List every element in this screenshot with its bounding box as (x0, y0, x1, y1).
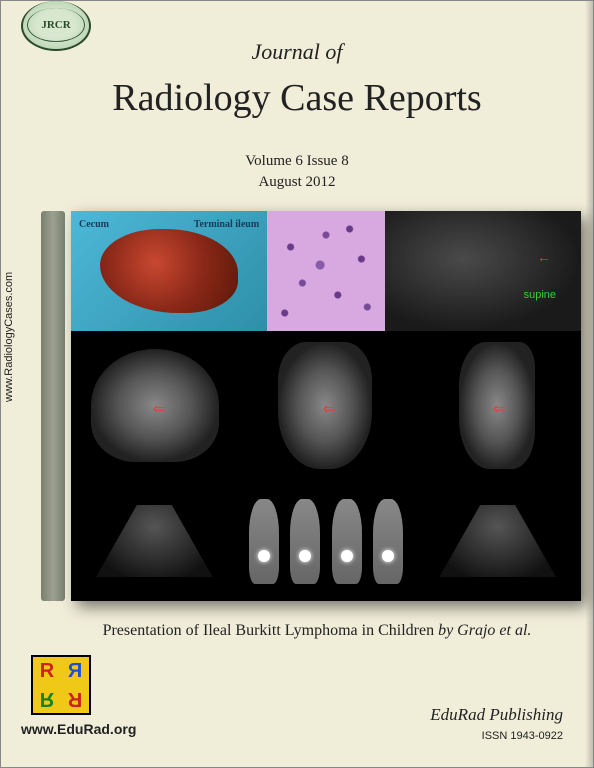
sidebar-bar (41, 211, 65, 601)
ultrasound-2 (414, 481, 581, 601)
histology-slide (267, 211, 385, 331)
pet-scan (238, 481, 415, 601)
xray-label: supine (524, 289, 556, 301)
pet-body-2 (290, 499, 320, 584)
volume-info: Volume 6 Issue 8 August 2012 (1, 151, 593, 193)
featured-article: Presentation of Ileal Burkitt Lymphoma i… (71, 619, 563, 643)
article-title-text: Presentation of Ileal Burkitt Lymphoma i… (103, 622, 435, 639)
ct-arrow-icon: ⇐ (153, 399, 166, 419)
page-shadow (585, 1, 593, 767)
ct-coronal: ⇐ (241, 331, 411, 481)
issn-number: ISSN 1943-0922 (482, 730, 563, 742)
ct-arrow-icon: ⇐ (493, 399, 506, 419)
image-row-2: ⇐ ⇐ ⇐ (71, 331, 581, 481)
ct-sagittal: ⇐ (411, 331, 581, 481)
pet-body-4 (373, 499, 403, 584)
specimen-label-cecum: Cecum (79, 219, 109, 230)
edurad-logo: R R R R (31, 655, 91, 715)
sidebar-url: www.RadiologyCases.com (3, 272, 15, 402)
image-grid: Cecum Terminal ileum ← supine ⇐ ⇐ ⇐ (71, 211, 581, 601)
image-row-3 (71, 481, 581, 601)
edurad-url: www.EduRad.org (21, 721, 136, 737)
xray-supine: ← supine (385, 211, 581, 331)
pet-body-3 (332, 499, 362, 584)
logo-quadrant-1: R (33, 657, 61, 685)
volume-issue: Volume 6 Issue 8 (1, 151, 593, 172)
publisher-name: EduRad Publishing (430, 705, 563, 725)
image-row-1: Cecum Terminal ileum ← supine (71, 211, 581, 331)
pet-body-1 (249, 499, 279, 584)
logo-quadrant-4: R (61, 685, 89, 713)
ct-arrow-icon: ⇐ (323, 399, 336, 419)
ultrasound-1 (71, 481, 238, 601)
jrcr-logo-text: JRCR (41, 19, 70, 31)
journal-cover: JRCR Journal of Radiology Case Reports V… (0, 0, 594, 768)
journal-subtitle: Journal of (1, 39, 593, 65)
logo-quadrant-3: R (33, 685, 61, 713)
xray-arrow-icon: ← (537, 251, 551, 267)
article-authors: by Grajo et al. (438, 622, 531, 639)
journal-title: Radiology Case Reports (1, 76, 593, 120)
issue-date: August 2012 (1, 172, 593, 193)
ct-axial-pelvis: ⇐ (71, 331, 241, 481)
specimen-photo: Cecum Terminal ileum (71, 211, 267, 331)
logo-quadrant-2: R (61, 657, 89, 685)
specimen-label-ileum: Terminal ileum (194, 219, 259, 230)
